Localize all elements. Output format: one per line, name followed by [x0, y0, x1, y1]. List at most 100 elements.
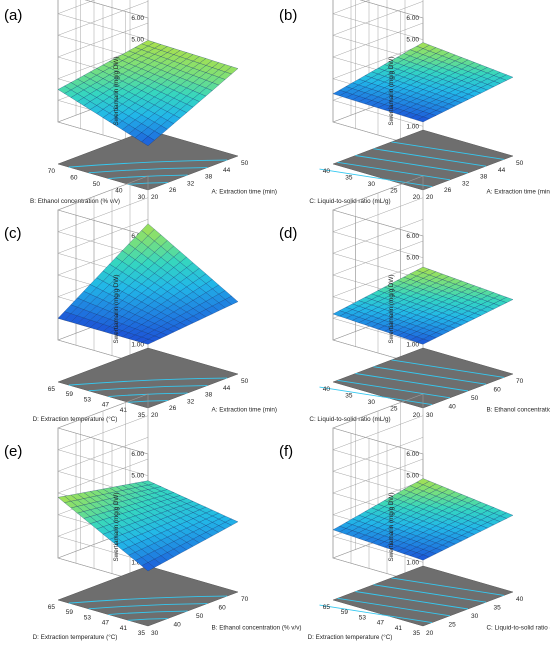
y-tick-label: 59: [66, 609, 74, 616]
contour-floor: [57, 347, 239, 409]
z-gridline: [359, 0, 424, 19]
y-tick-label: 65: [323, 604, 331, 611]
z-gridline: [57, 0, 149, 40]
surface-chart: 0.001.002.003.004.005.006.00202632384450…: [4, 0, 277, 205]
x-tick-label: 60: [219, 605, 227, 612]
z-tick-label: 6.00: [131, 15, 144, 22]
y-tick-label: 30: [138, 194, 146, 201]
contour-floor: [332, 347, 514, 409]
surface-panel-b: 0.001.002.003.004.005.006.00202632384450…: [275, 0, 550, 218]
x-tick-label: 50: [196, 613, 204, 620]
contour-line: [319, 604, 433, 624]
x-tick-label: 70: [516, 378, 524, 385]
contour-line: [88, 167, 208, 174]
y-tick-label: 41: [120, 407, 128, 414]
surface-chart: 0.001.002.003.004.005.006.00304050607035…: [4, 393, 301, 641]
x-tick-label: 32: [187, 180, 195, 187]
x-tick-label: 44: [498, 167, 506, 174]
panel-label: (f): [279, 443, 293, 460]
y-tick-label: 35: [345, 393, 353, 400]
y-axis-title: C: Liquid-to-solid ratio (mL/g): [309, 416, 390, 423]
z-gridline: [332, 0, 424, 40]
surface-cell: [332, 310, 347, 317]
x-tick-label: 30: [151, 630, 159, 637]
y-tick-label: 53: [84, 614, 92, 621]
contour-line: [373, 584, 487, 603]
y-tick-label: 60: [70, 175, 78, 182]
z-tick-label: 6.00: [131, 451, 144, 458]
surface-chart: 0.001.002.003.004.005.006.00304050607020…: [279, 175, 550, 423]
contour-line: [319, 386, 433, 406]
x-tick-label: 44: [223, 385, 231, 392]
z-axis-title: Swertiamarin (mg/g DW): [388, 275, 395, 344]
x-axis-title: B: Ethanol concentration (% v/v): [212, 624, 302, 631]
z-tick-label: 1.00: [406, 341, 419, 348]
contour-line: [319, 168, 433, 188]
z-tick-label: 1.00: [406, 559, 419, 566]
z-tick-label: 6.00: [406, 15, 419, 22]
y-tick-label: 41: [120, 625, 128, 632]
surface-panel-f: 0.001.002.003.004.005.006.00202530354035…: [275, 393, 550, 654]
x-tick-label: 70: [241, 596, 249, 603]
z-tick-label: 5.00: [131, 37, 144, 44]
y-tick-label: 47: [377, 620, 385, 627]
contour-line: [88, 385, 208, 392]
y-tick-label: 30: [368, 399, 376, 406]
surface-panel-a: 0.001.002.003.004.005.006.00202632384450…: [0, 0, 277, 218]
x-tick-label: 44: [223, 167, 231, 174]
contour-floor: [332, 565, 514, 627]
z-axis-title: Swertiamarin (mg/g DW): [113, 275, 120, 344]
z-axis-title: Swertiamarin (mg/g DW): [113, 57, 120, 126]
contour-line: [337, 379, 451, 399]
z-tick-label: 1.00: [406, 123, 419, 130]
y-tick-label: 47: [102, 620, 110, 627]
x-tick-label: 60: [494, 387, 502, 394]
contour-line: [108, 610, 188, 616]
z-gridline: [332, 415, 424, 476]
y-tick-label: 59: [66, 391, 74, 398]
y-tick-label: 53: [84, 396, 92, 403]
contour-line: [373, 148, 487, 167]
x-tick-label: 50: [471, 395, 479, 402]
x-tick-label: 30: [426, 412, 434, 419]
response-surface: [57, 40, 239, 147]
z-gridline: [57, 393, 149, 455]
contour-line: [128, 618, 168, 621]
x-axis-title: A: Extraction time (min): [212, 188, 277, 195]
contour-line: [355, 591, 469, 610]
response-surface: [332, 478, 514, 561]
x-tick-label: 40: [449, 404, 457, 411]
x-axis-title: B: Ethanol concentration (% v/v): [487, 406, 550, 413]
z-axis-title: Swertiamarin (mg/g DW): [388, 57, 395, 126]
x-tick-label: 38: [205, 174, 213, 181]
panel-label: (a): [4, 7, 22, 24]
contour-line: [391, 577, 505, 596]
y-tick-label: 65: [48, 604, 56, 611]
y-tick-label: 25: [390, 406, 398, 413]
y-tick-label: 20: [413, 194, 421, 201]
x-axis-title: C: Liquid-to-solid ratio (mL/g): [487, 624, 550, 631]
x-tick-label: 50: [516, 160, 524, 167]
x-tick-label: 32: [462, 180, 470, 187]
x-tick-label: 20: [426, 194, 434, 201]
z-tick-label: 5.00: [406, 37, 419, 44]
z-gridline: [332, 437, 424, 498]
y-tick-label: 35: [138, 412, 146, 419]
response-surface: [57, 480, 239, 572]
z-gridline: [84, 0, 149, 19]
y-tick-label: 35: [413, 630, 421, 637]
y-tick-label: 70: [48, 168, 56, 175]
panel-label: (e): [4, 443, 22, 460]
y-axis-title: C: Liquid-to-solid ratio (mL/g): [309, 198, 390, 205]
z-gridline: [57, 175, 149, 237]
y-tick-label: 40: [115, 188, 123, 195]
y-tick-label: 53: [359, 614, 367, 621]
x-tick-label: 30: [471, 613, 479, 620]
y-tick-label: 35: [138, 630, 146, 637]
contour-line: [68, 377, 228, 386]
y-tick-label: 47: [102, 402, 110, 409]
y-axis-title: D: Extraction temperature (°C): [33, 633, 118, 641]
surface-cell: [332, 90, 347, 96]
x-tick-label: 38: [480, 174, 488, 181]
